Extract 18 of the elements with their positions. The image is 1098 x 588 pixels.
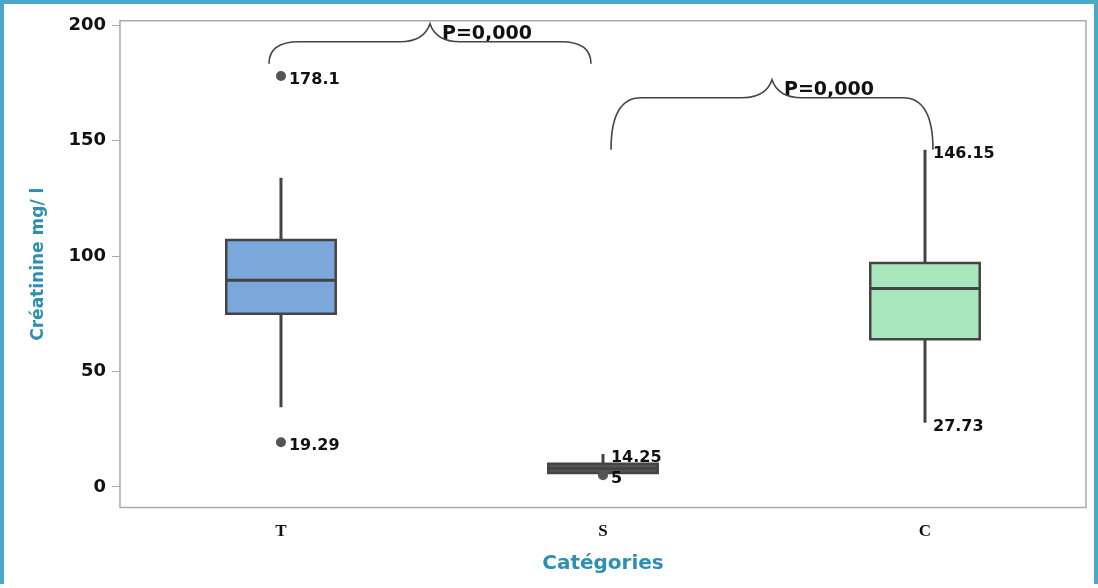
y-tick-label: 100 (68, 243, 106, 265)
annotation: 178.1 (288, 69, 340, 89)
y-axis-title: Créatinine mg/ l (26, 187, 47, 341)
x-tick-label: S (598, 521, 608, 541)
annotation: P=0,000 (783, 76, 874, 99)
annotation: P=0,000 (441, 20, 532, 43)
y-tick-label: 0 (93, 474, 106, 496)
x-tick-label: T (275, 521, 288, 541)
annotation: 146.15 (933, 142, 995, 162)
annotation: 19.29 (288, 435, 340, 455)
x-axis-title: Catégories (542, 550, 664, 575)
y-tick-label: 200 (68, 13, 106, 35)
y-tick-label: 150 (68, 128, 106, 150)
annotation: 27.73 (933, 416, 984, 436)
annotation: 14.25 (610, 447, 662, 467)
annotation: 5 (610, 468, 623, 488)
y-tick-label: 50 (80, 359, 106, 381)
x-tick-label: C (918, 521, 932, 541)
